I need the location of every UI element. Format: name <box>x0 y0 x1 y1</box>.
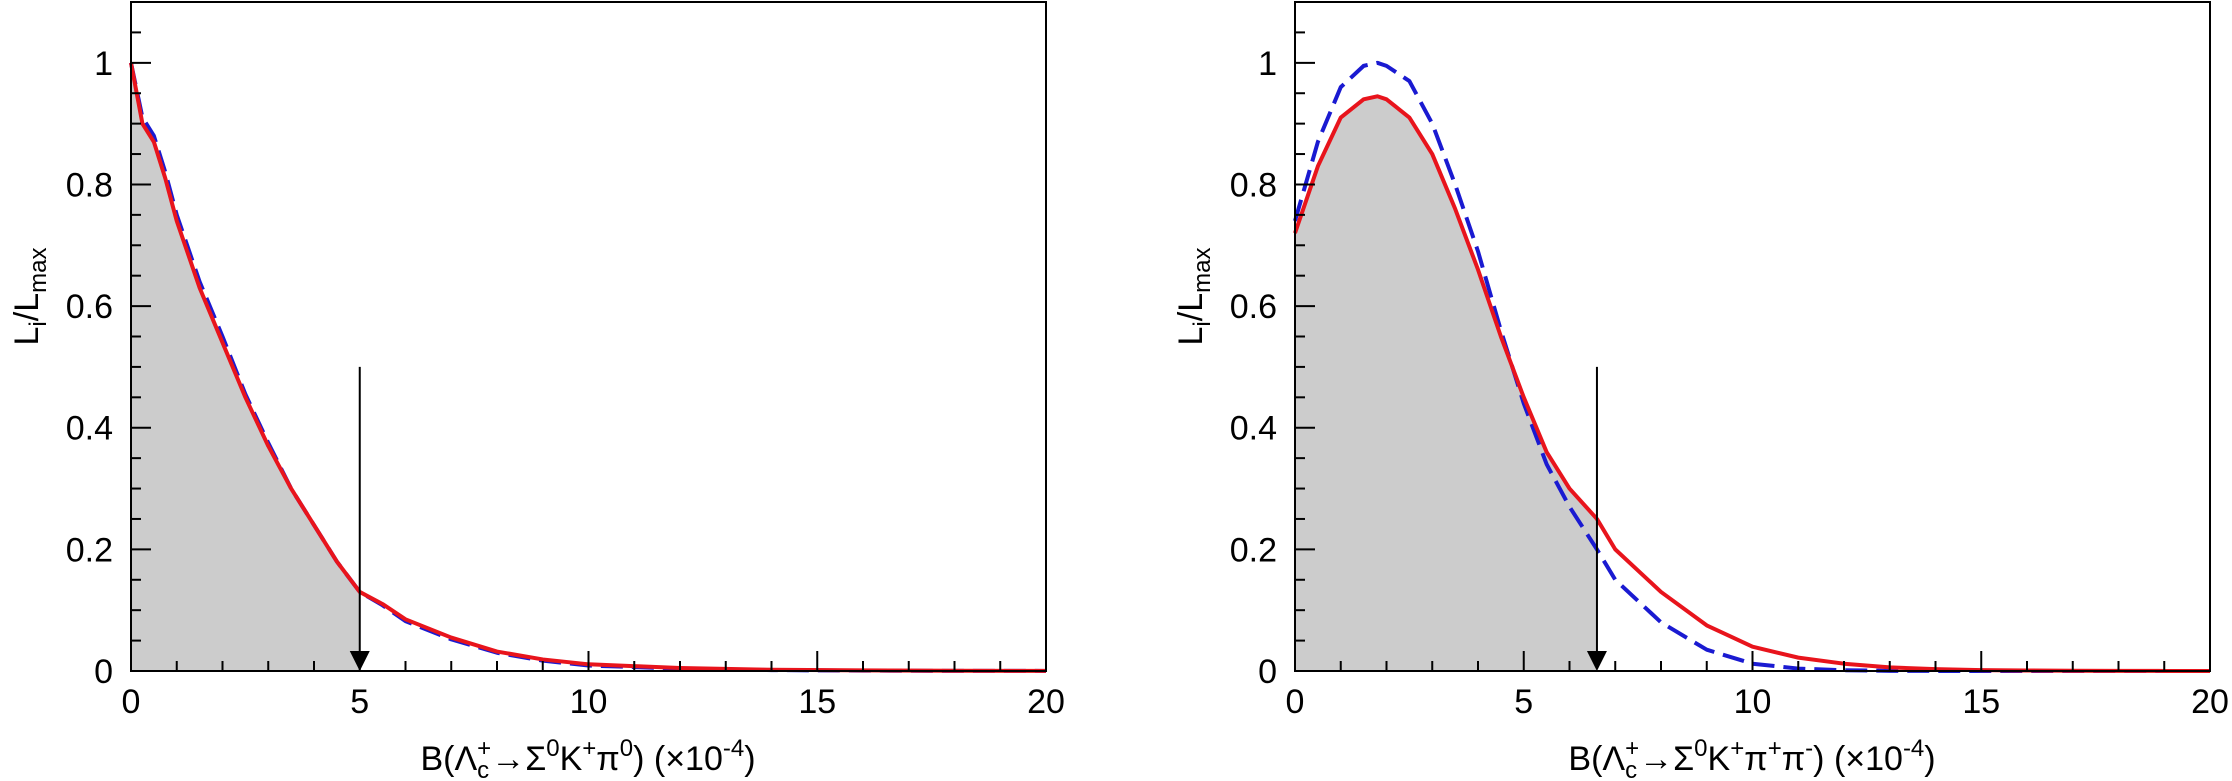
y-title-mid: /L <box>1172 293 1210 321</box>
x-title-part: ) <box>744 740 755 778</box>
x-title-sup: + <box>1730 735 1744 762</box>
y-title-sub: i <box>1189 321 1216 326</box>
y-title-mid: /L <box>8 293 46 321</box>
y-axis-title: Li/Lmax <box>1172 248 1216 346</box>
x-title-part: π <box>1744 740 1767 778</box>
series-line-solid <box>129 62 1047 673</box>
x-title-sup: 0 <box>620 735 633 762</box>
x-title-part: K <box>1708 740 1731 778</box>
x-tick-label: 5 <box>1514 683 1533 721</box>
x-title-part: ) <box>1924 740 1935 778</box>
x-tick-label: 20 <box>2191 683 2229 721</box>
y-tick-label: 0.2 <box>1230 531 1277 569</box>
x-title-part: ) (×10 <box>1813 740 1903 778</box>
x-title-sup: -4 <box>1903 735 1924 762</box>
upper-limit-arrow-head <box>1586 651 1607 671</box>
x-title-part: →Σ <box>1639 740 1694 778</box>
excluded-area <box>131 62 360 672</box>
x-title-sup: -4 <box>723 735 744 762</box>
x-title-part: ) (×10 <box>633 740 723 778</box>
x-title-part: B(Λ <box>1568 740 1625 778</box>
x-tick-label: 15 <box>798 683 836 721</box>
x-tick-label: 5 <box>350 683 369 721</box>
upper-limit-arrow-head <box>349 651 370 671</box>
y-tick-label: 0.4 <box>1230 410 1277 448</box>
y-tick-label: 1 <box>94 45 113 83</box>
x-title-sup: + <box>1768 735 1782 762</box>
x-title-sup: 0 <box>1694 735 1707 762</box>
y-title-sub: max <box>1189 248 1216 293</box>
y-axis-title: Li/Lmax <box>8 248 52 346</box>
y-title-main: L <box>1172 327 1210 346</box>
x-title-sub: c <box>1625 757 1637 781</box>
y-tick-label: 0.6 <box>66 288 113 326</box>
x-title-part: K <box>560 740 583 778</box>
y-tick-label: 0 <box>94 653 113 691</box>
chart-panel-left: 0 5 10 15 2000.20.40.60.81Li/LmaxB(Λc+→Σ0K+π… <box>8 1 1065 781</box>
y-tick-label: 1 <box>1258 45 1277 83</box>
y-title-sub: max <box>25 248 52 293</box>
y-tick-label: 0.4 <box>66 410 113 448</box>
x-title-sup: + <box>1625 735 1639 762</box>
y-tick-label: 0.2 <box>66 531 113 569</box>
y-tick-label: 0.6 <box>1230 288 1277 326</box>
x-title-sup: + <box>477 735 491 762</box>
y-title-main: L <box>8 327 46 346</box>
x-tick-label: 0 <box>1286 683 1305 721</box>
x-title-sup: + <box>582 735 596 762</box>
y-tick-label: 0.8 <box>1230 166 1277 204</box>
x-axis-title: B(Λc+→Σ0K+π0) (×10-4) <box>420 735 755 781</box>
x-title-sup: - <box>1805 735 1813 762</box>
x-title-sub: c <box>477 757 489 781</box>
x-tick-label: 20 <box>1027 683 1065 721</box>
x-tick-label: 10 <box>1734 683 1772 721</box>
x-tick-label: 15 <box>1962 683 2000 721</box>
x-title-part: →Σ <box>491 740 546 778</box>
x-tick-label: 10 <box>570 683 608 721</box>
x-title-part: π <box>596 740 619 778</box>
chart-panel-right: 0 5 10 15 2000.20.40.60.81Li/LmaxB(Λc+→Σ0K+π… <box>1172 1 2229 781</box>
x-axis-title: B(Λc+→Σ0K+π+π-) (×10-4) <box>1568 735 1935 781</box>
y-tick-label: 0.8 <box>66 166 113 204</box>
y-tick-label: 0 <box>1258 653 1277 691</box>
x-tick-label: 0 <box>122 683 141 721</box>
x-title-sup: 0 <box>546 735 559 762</box>
y-title-sub: i <box>25 321 52 326</box>
x-title-part: π <box>1782 740 1805 778</box>
excluded-area <box>1295 96 1597 671</box>
x-title-part: B(Λ <box>420 740 477 778</box>
